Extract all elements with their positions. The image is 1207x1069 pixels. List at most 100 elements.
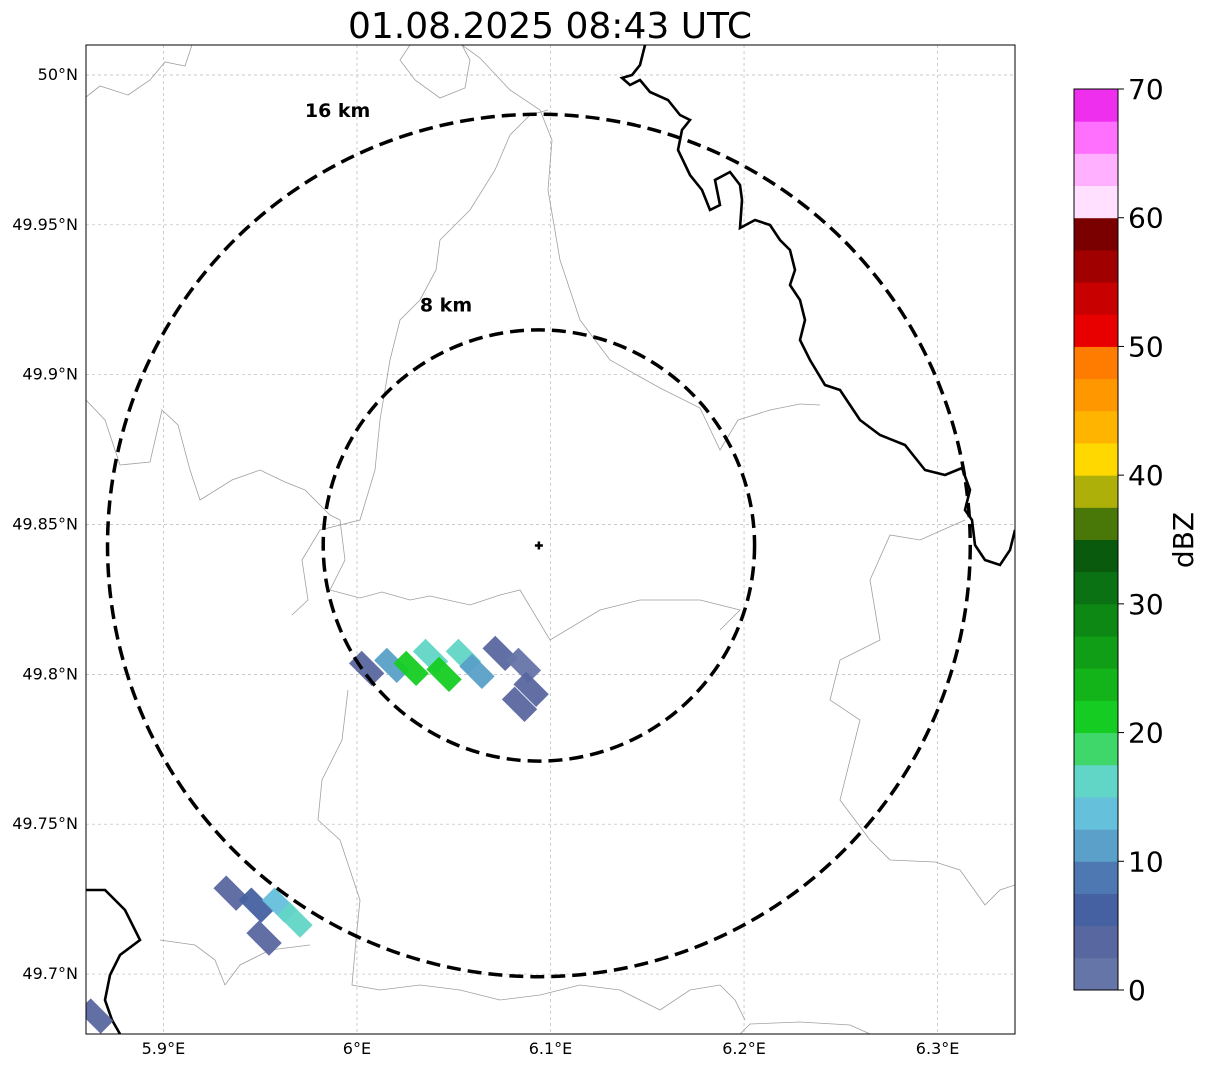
admin-border xyxy=(329,519,741,641)
x-tick-label: 6°E xyxy=(343,1039,371,1058)
colorbar-segment xyxy=(1074,732,1118,766)
colorbar-segment xyxy=(1074,636,1118,669)
y-tick-label: 49.75°N xyxy=(12,814,78,833)
y-tick-label: 49.8°N xyxy=(22,664,78,683)
echo-gate xyxy=(86,998,114,1034)
colorbar-tick-label: 30 xyxy=(1128,588,1164,621)
colorbar-segment xyxy=(1074,700,1118,734)
colorbar-segment xyxy=(1074,475,1118,508)
colorbar-tick-label: 50 xyxy=(1128,330,1164,363)
country-border xyxy=(86,888,142,1034)
colorbar-segment xyxy=(1074,925,1118,959)
radar-site-icon xyxy=(534,541,543,550)
range-rings: 8 km 16 km xyxy=(105,100,972,979)
colorbar-tick-label: 0 xyxy=(1128,974,1146,1007)
colorbar-segment xyxy=(1074,829,1118,862)
colorbar-segment xyxy=(1074,378,1118,412)
colorbar-tick-label: 70 xyxy=(1128,73,1164,106)
echo-cell xyxy=(501,686,538,723)
colorbar-segment xyxy=(1074,185,1118,219)
echo-cell xyxy=(246,920,282,956)
admin-border xyxy=(86,45,193,98)
admin-borders xyxy=(86,45,1015,1034)
map-plot-area: 8 km 16 km xyxy=(86,45,1015,1034)
range-ring-label: 8 km xyxy=(420,295,472,317)
colorbar-frame xyxy=(1073,88,1119,991)
colorbar-tick-label: 60 xyxy=(1128,202,1164,235)
gridlines xyxy=(86,45,1015,1034)
colorbar-segment xyxy=(1074,410,1118,444)
admin-border xyxy=(461,45,821,451)
echo-cell xyxy=(393,650,429,687)
echo-gate xyxy=(505,647,542,684)
colorbar-segment xyxy=(1074,314,1118,347)
colorbar-segment xyxy=(1074,217,1118,251)
colorbar-segment xyxy=(1074,153,1118,187)
colorbar-label: dBZ xyxy=(1167,512,1200,568)
x-tick-label: 6.3°E xyxy=(916,1039,960,1058)
colorbar-segment xyxy=(1074,893,1118,927)
echo-gate xyxy=(374,647,410,684)
colorbar-segment xyxy=(1074,249,1118,283)
echo-cell xyxy=(277,902,313,938)
x-tick-label: 5.9°E xyxy=(142,1039,186,1058)
colorbar-segment xyxy=(1074,796,1118,830)
range-ring-label: 16 km xyxy=(305,100,371,122)
colorbar-segment xyxy=(1074,861,1118,894)
colorbar-segment xyxy=(1074,282,1118,315)
y-tick-label: 49.9°N xyxy=(22,365,78,384)
echo-cell xyxy=(238,887,274,923)
y-tick-label: 49.95°N xyxy=(12,215,78,234)
echo-gate xyxy=(238,887,274,923)
echo-gate xyxy=(213,875,249,911)
colorbar-segment xyxy=(1074,571,1118,605)
echo-cell xyxy=(505,647,542,684)
echo-gate xyxy=(277,902,313,938)
admin-border xyxy=(639,984,746,1021)
colorbar-tick-label: 40 xyxy=(1128,459,1164,492)
colorbar-segment xyxy=(1074,539,1118,573)
echo-cell xyxy=(374,647,410,684)
colorbar-segment xyxy=(1074,668,1118,701)
echo-gate xyxy=(501,686,538,723)
admin-border xyxy=(739,1021,871,1034)
echo-cell xyxy=(213,875,249,911)
colorbar-tick-label: 20 xyxy=(1128,717,1164,750)
admin-border xyxy=(399,45,471,99)
y-tick-label: 49.85°N xyxy=(12,515,78,534)
map-title: 01.08.2025 08:43 UTC xyxy=(348,6,752,47)
x-tick-label: 6.1°E xyxy=(529,1039,573,1058)
admin-border xyxy=(829,519,1015,906)
x-tick-label: 6.2°E xyxy=(722,1039,766,1058)
map-frame xyxy=(85,44,1016,1035)
y-tick-label: 50°N xyxy=(38,65,78,84)
colorbar-segment xyxy=(1074,764,1118,798)
colorbar-segment xyxy=(1074,89,1118,122)
colorbar-tick-label: 10 xyxy=(1128,845,1164,878)
echo-gate xyxy=(246,920,282,956)
admin-border xyxy=(291,109,549,616)
echo-cell xyxy=(459,653,495,690)
colorbar-segment xyxy=(1074,121,1118,154)
echo-cell xyxy=(86,998,114,1034)
range-ring xyxy=(105,112,972,979)
echo-gate xyxy=(393,650,429,687)
colorbar-segment xyxy=(1074,346,1118,380)
echo-cell xyxy=(513,671,549,708)
admin-border xyxy=(86,399,341,521)
axis-ticks: 5.9°E 6°E 6.1°E 6.2°E 6.3°E 49.7°N 49.75°N 49.8… xyxy=(12,65,959,1058)
radar-site-marker xyxy=(534,541,543,550)
colorbar-segment xyxy=(1074,442,1118,476)
echo-gate xyxy=(426,656,462,693)
echo-gate xyxy=(459,653,495,690)
colorbar: 0 10 20 30 40 50 60 70 dBZ xyxy=(1073,73,1200,1007)
echo-gate xyxy=(513,671,549,708)
colorbar-segment xyxy=(1074,603,1118,637)
echo-cell xyxy=(426,656,462,693)
y-tick-label: 49.7°N xyxy=(22,964,78,983)
range-ring xyxy=(321,328,757,763)
colorbar-segment xyxy=(1074,957,1118,991)
colorbar-segment xyxy=(1074,507,1118,540)
admin-border xyxy=(317,689,641,1001)
